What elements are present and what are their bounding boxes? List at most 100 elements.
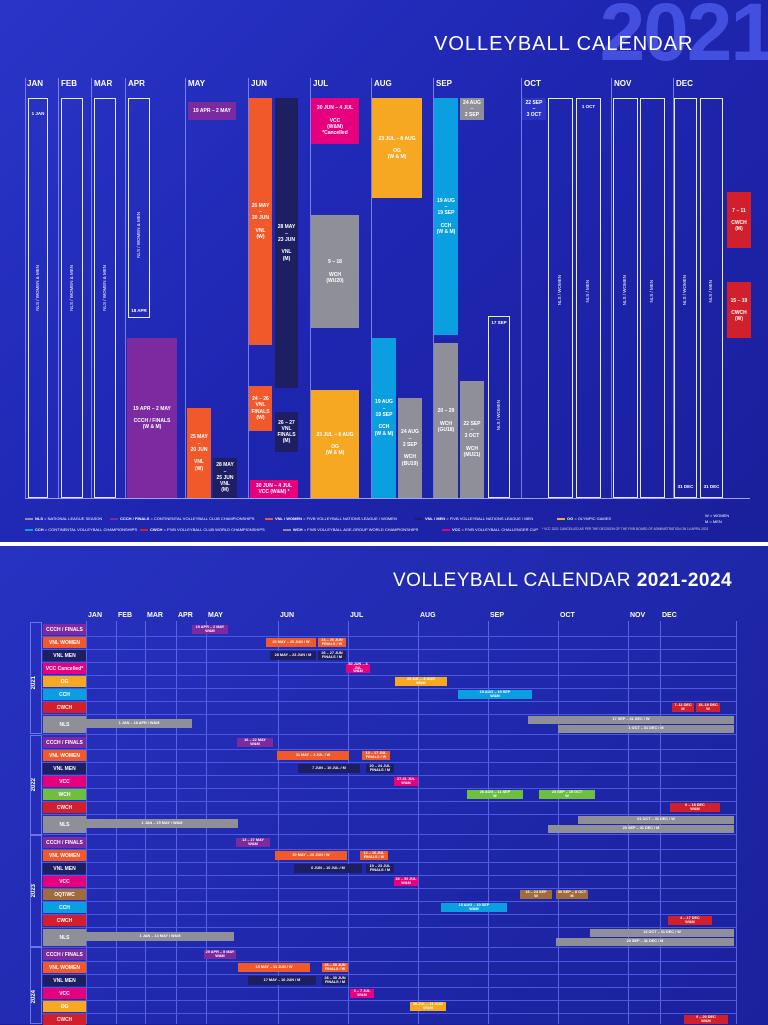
row-line	[42, 775, 737, 776]
year-band	[30, 622, 42, 734]
event-bar: 19 APR – 2 MAY W&M	[192, 625, 228, 634]
row-label: NLS	[43, 716, 86, 733]
divider	[125, 78, 126, 498]
row-line	[42, 675, 737, 676]
wch-oct-label: 22 SEP – 3 OCT	[522, 98, 546, 120]
event-bar: 20 SEP – 31 DEC / M	[556, 938, 734, 946]
divider	[310, 78, 311, 498]
legend-vnl-women: VNL / WOMEN = FIVB VOLLEYBALL NATIONS LE…	[265, 516, 397, 521]
nls-label: NLS / WOMEN & MEN	[35, 265, 40, 311]
divider	[278, 621, 279, 1024]
row-line	[42, 849, 737, 850]
nls-label: NLS / MEN	[585, 280, 590, 303]
row-line	[42, 914, 737, 915]
divider	[185, 78, 186, 498]
month-jun: JUN	[280, 612, 295, 619]
nls-bar	[488, 316, 510, 498]
divider	[348, 621, 349, 1024]
divider	[371, 78, 372, 498]
nls-start: 1 OCT	[581, 104, 596, 109]
row-label: CWCH	[43, 915, 86, 926]
row-line	[42, 662, 737, 663]
month-apr: APR	[128, 79, 145, 88]
month-aug: AUG	[420, 612, 436, 619]
row-label: CWCH	[43, 702, 86, 713]
month-jan: JAN	[88, 612, 103, 619]
nls-label: NLS / WOMEN	[622, 275, 627, 306]
nls-bar	[548, 98, 573, 498]
row-line	[42, 927, 737, 928]
divider	[433, 78, 434, 498]
og-bar: 23 JUL – 8 AUG OG (W & M)	[311, 390, 359, 498]
nls-label: NLS / WOMEN	[557, 275, 562, 306]
nls-label: NLS / WOMEN & MEN	[69, 265, 74, 311]
divider	[521, 78, 522, 498]
row-line	[42, 762, 737, 763]
row-label: CCH	[43, 689, 86, 700]
nls-bar	[94, 98, 116, 498]
event-bar: 19 AUG – 19 SEP W&M	[458, 690, 532, 699]
month-apr: APR	[178, 612, 193, 619]
month-oct: OCT	[524, 79, 541, 88]
event-bar: 26 – 27 JUN FINALS / M	[318, 651, 346, 660]
row-line	[42, 701, 737, 702]
row-line	[42, 1000, 737, 1001]
row-label: VNL MEN	[43, 863, 86, 874]
month-sep: SEP	[490, 612, 505, 619]
nls-start: 17 SEP	[491, 320, 507, 325]
event-bar: 26 AUG – 11 SEP M	[467, 790, 523, 799]
divider	[58, 78, 59, 498]
row-label: VNL WOMEN	[43, 750, 86, 761]
divider	[248, 78, 249, 498]
nls-end: 18 APR	[131, 308, 147, 313]
panel-divider	[0, 542, 768, 546]
event-bar: 30 SEP – 8 OCT M	[556, 889, 588, 899]
row-line	[42, 961, 737, 962]
cwch-men-bar: 7 – 11 CWCH (M)	[727, 192, 751, 248]
month-nov: NOV	[630, 612, 646, 619]
row-line	[42, 834, 737, 835]
event-bar: 6 JUN – 10 JUL / M	[294, 864, 362, 873]
vnl-men-bar-2: 28 MAY – 25 JUN VNL (M)	[213, 458, 237, 498]
event-bar: 17 MAY – 16 JUN / M	[248, 976, 316, 985]
row-label: VCC	[43, 988, 86, 999]
wch-gu18-bar: 20 – 29 WCH (GU18)	[434, 343, 458, 498]
month-may: MAY	[188, 79, 206, 88]
vcc-bar-top: 30 JUN – 4 JUL VCC (W&M) *Cancelled	[311, 98, 359, 144]
vnl-women-finals: 24 – 26 VNL FINALS (W)	[249, 386, 272, 431]
cwch-women-bar: 15 – 19 CWCH (W)	[727, 282, 751, 338]
nls-bar	[700, 98, 723, 498]
row-label: CCH	[43, 902, 86, 913]
year-band	[30, 947, 42, 1024]
month-feb: FEB	[61, 79, 77, 88]
row-label: VNL WOMEN	[43, 637, 86, 648]
row-label: CCCH / FINALS	[43, 737, 86, 748]
nls-bar	[61, 98, 83, 498]
nls-start: 1 JAN	[31, 111, 45, 116]
event-bar: 13 – 27 MAY W&M	[236, 838, 270, 847]
event-bar: 19 – 23 JUL FINALS / M	[366, 864, 394, 873]
nls-bar	[576, 98, 601, 498]
vnl-women-bar-2: 25 MAY – 20 JUN VNL (W)	[187, 408, 211, 498]
row-label: VNL WOMEN	[43, 850, 86, 861]
event-bar: 16 – 24 SEP W	[520, 890, 552, 899]
nls-bar	[128, 98, 150, 318]
vnl-women-bar: 25 MAY – 30 JUN VNL (W)	[249, 98, 272, 345]
year-label: 2023	[31, 884, 37, 898]
ccch-bar: 19 APR – 2 MAY CCCH / FINALS (W & M)	[127, 338, 177, 498]
event-bar: 13 – 17 JUL FINALS / W	[362, 751, 390, 760]
month-dec: DEC	[676, 79, 693, 88]
row-label: OG	[43, 1001, 86, 1012]
month-jul: JUL	[350, 612, 364, 619]
divider	[91, 78, 92, 498]
nls-end: 31 DEC	[677, 484, 694, 489]
event-bar: 25 MAY – 20 JUN / W	[266, 638, 316, 647]
row-label: CCCH / FINALS	[43, 624, 86, 635]
divider	[736, 621, 737, 1024]
event-bar: 28 MAY – 23 JUN / M	[270, 651, 316, 660]
row-line	[42, 688, 737, 689]
event-bar: 15 AUG – 10 SEP W&M	[441, 903, 507, 912]
event-bar: 17 SEP – 31 DEC / W	[528, 716, 734, 724]
ccch-bar-top: 19 APR – 2 MAY	[188, 102, 236, 120]
og-bar-top: 23 JUL – 8 AUG OG (W & M)	[372, 98, 422, 198]
